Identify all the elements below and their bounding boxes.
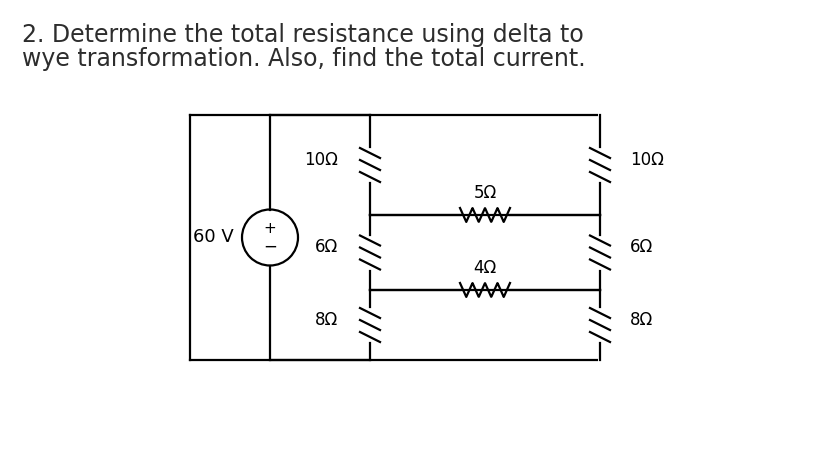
Text: 10Ω: 10Ω	[629, 151, 663, 169]
Text: 2. Determine the total resistance using delta to: 2. Determine the total resistance using …	[22, 23, 583, 47]
Text: 8Ω: 8Ω	[629, 311, 653, 329]
Text: 4Ω: 4Ω	[473, 259, 496, 277]
Text: 8Ω: 8Ω	[314, 311, 337, 329]
Text: wye transformation. Also, find the total current.: wye transformation. Also, find the total…	[22, 47, 585, 71]
Text: −: −	[263, 238, 277, 256]
Text: 5Ω: 5Ω	[473, 184, 496, 202]
Text: 6Ω: 6Ω	[314, 238, 337, 257]
Text: 6Ω: 6Ω	[629, 238, 653, 257]
Text: 10Ω: 10Ω	[304, 151, 337, 169]
Text: 60 V: 60 V	[193, 228, 233, 247]
Text: +: +	[263, 221, 276, 236]
